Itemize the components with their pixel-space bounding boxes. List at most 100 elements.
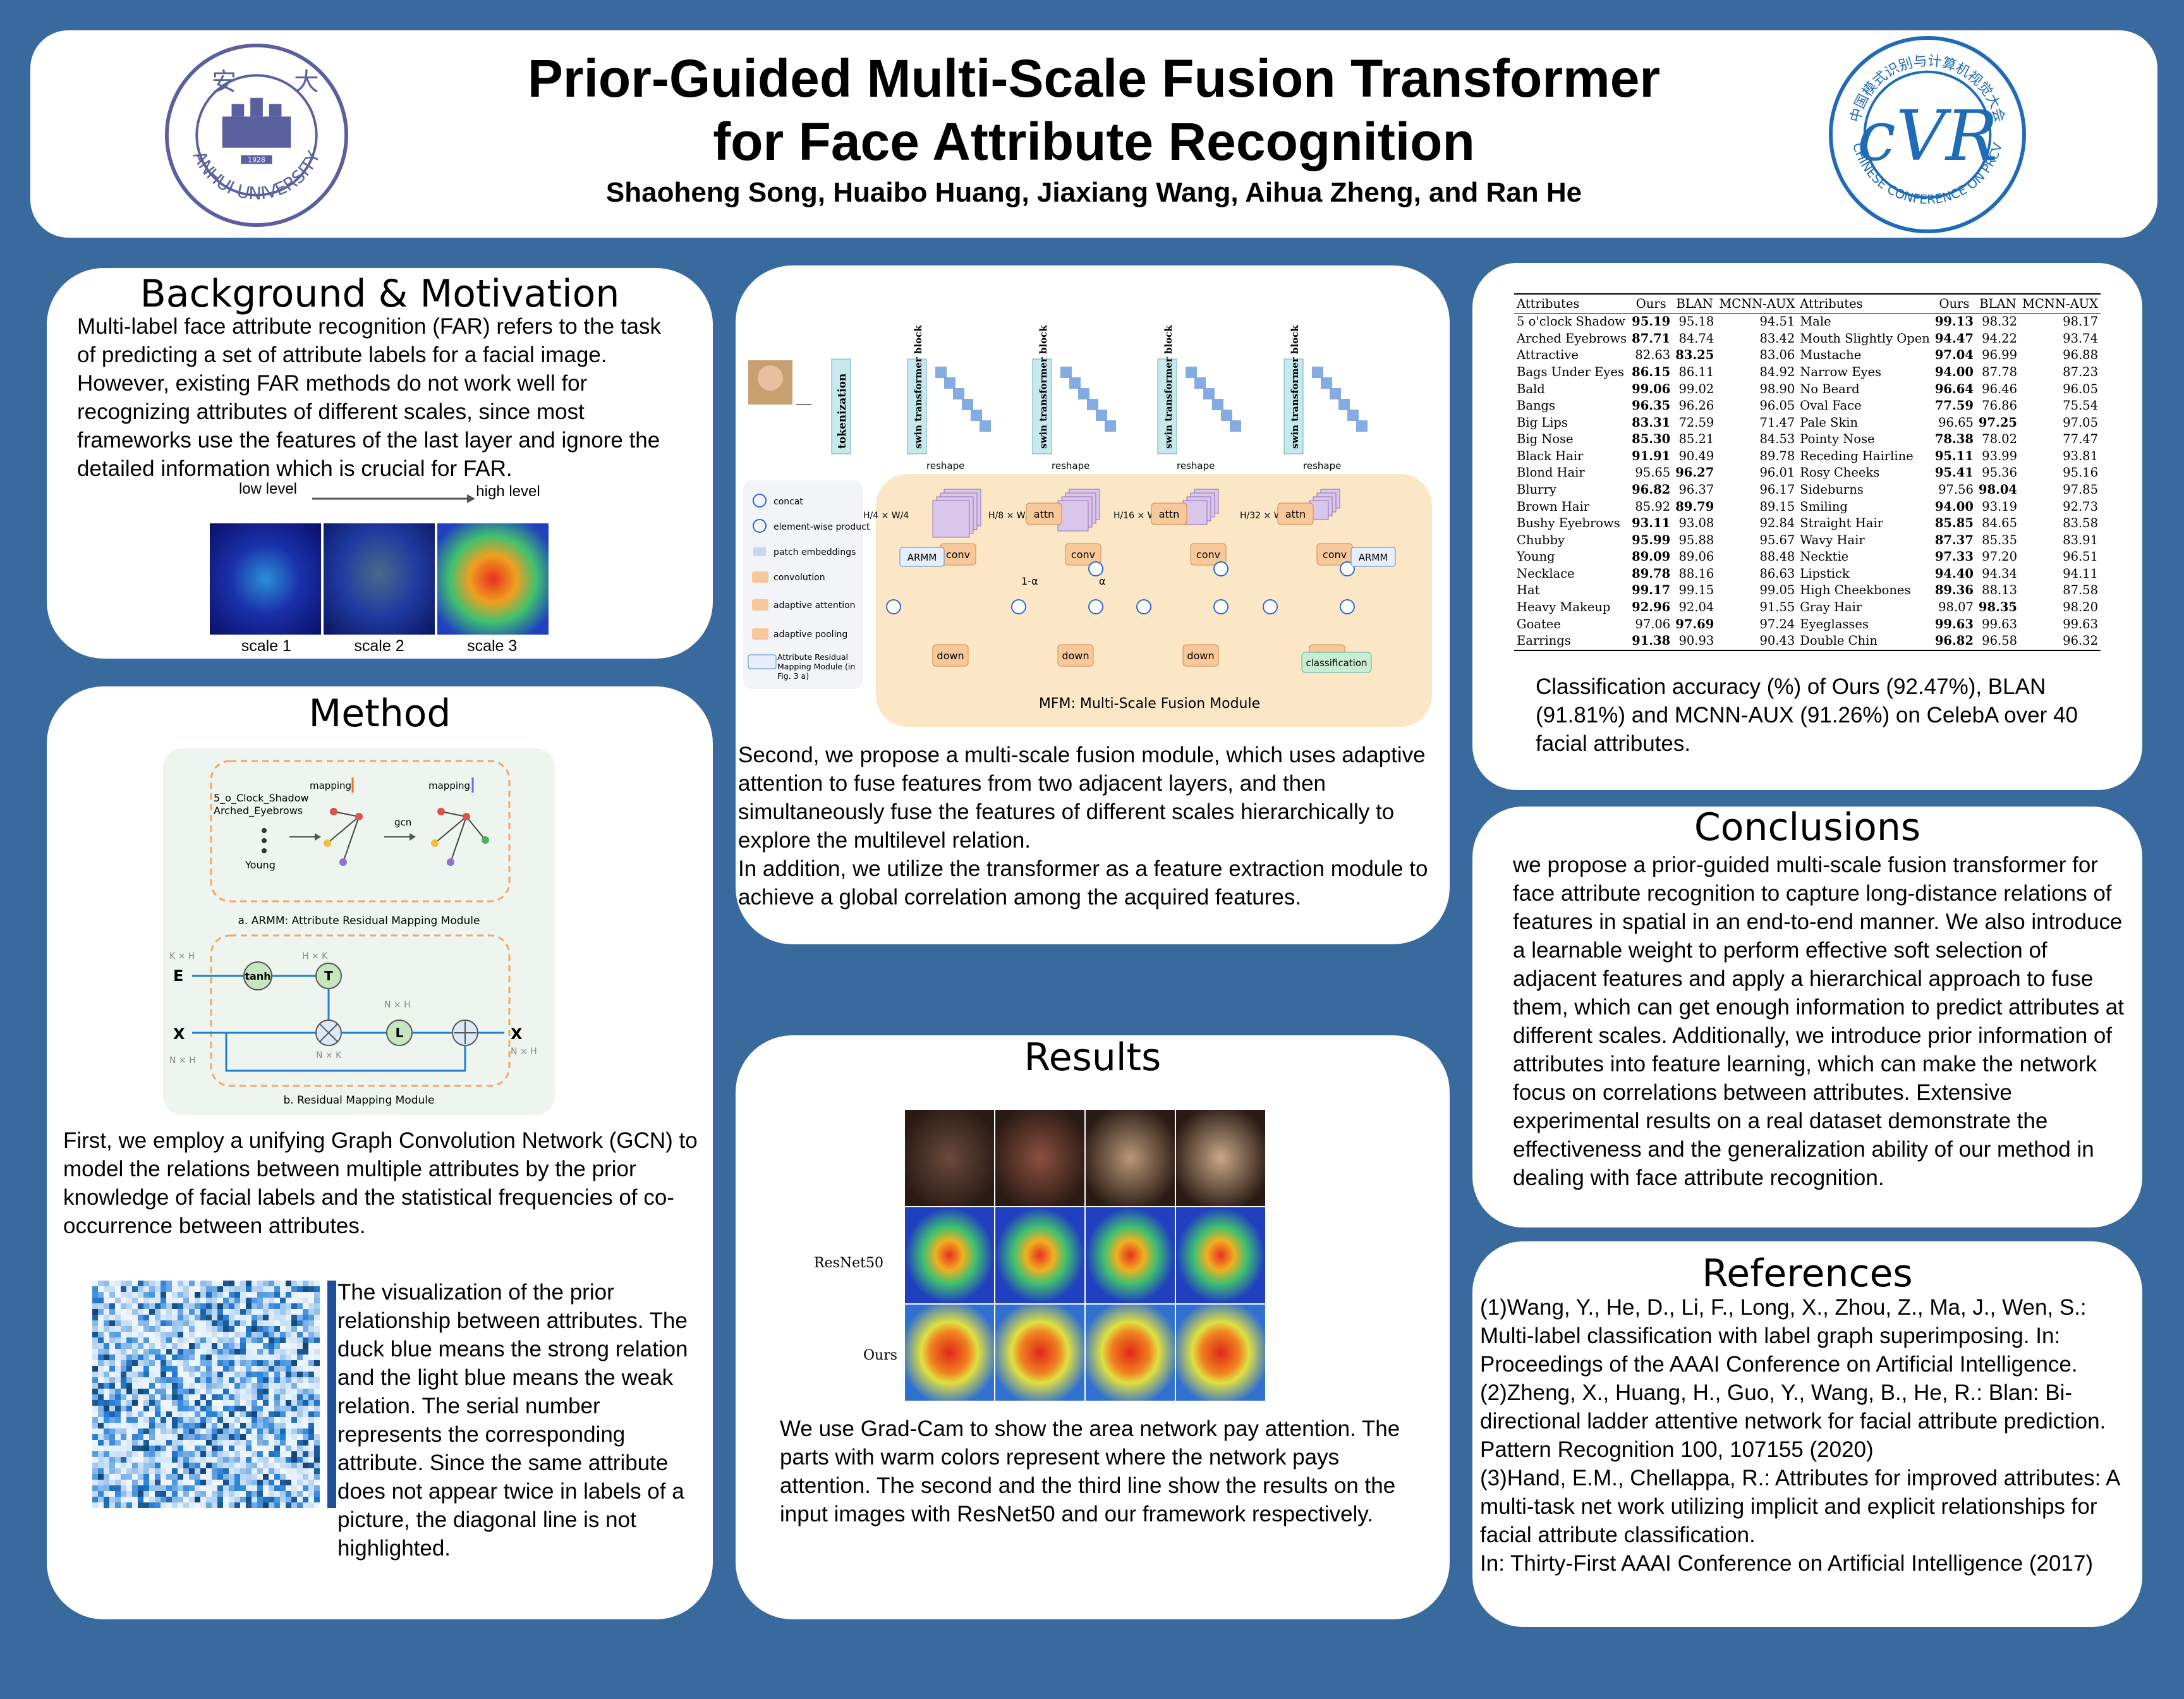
table-cell: 95.67 — [1759, 532, 1795, 547]
table-cell: 83.06 — [1759, 348, 1795, 363]
results-section: Results ResNet50 Ours We use Grad-Cam to… — [736, 1035, 1450, 1619]
table-cell: 96.64 — [1934, 381, 1974, 396]
input-face-image — [1176, 1110, 1265, 1206]
table-cell: 82.63 — [1635, 348, 1671, 363]
row-label-resnet50: ResNet50 — [814, 1255, 883, 1271]
ours-cam-image — [1086, 1305, 1175, 1401]
table-cell: 85.85 — [1934, 516, 1974, 531]
accuracy-table-section: Attributes Ours BLAN MCNN-AUX Attributes Ours… — [1472, 263, 2142, 790]
svg-text:MFM: Multi-Scale Fusion Module: MFM: Multi-Scale Fusion Module — [1039, 696, 1260, 712]
conclusions-section: Conclusions we propose a prior-guided mu… — [1472, 807, 2142, 1227]
table-cell: 95.11 — [1934, 448, 1974, 463]
table-cell: 97.56 — [1938, 482, 1974, 497]
table-cell: Bags Under Eyes — [1517, 364, 1624, 379]
input-face-image — [905, 1110, 994, 1206]
table-cell: Bushy Eyebrows — [1517, 516, 1620, 531]
table-cell: 96.88 — [2063, 348, 2098, 363]
op-label: conv — [1196, 549, 1220, 561]
gradcam-grid — [905, 1110, 1266, 1402]
table-cell: 94.47 — [1934, 331, 1974, 346]
architecture-text: Second, we propose a multi-scale fusion … — [738, 743, 1428, 910]
svg-text:tokenization: tokenization — [836, 374, 849, 449]
svg-text:Young: Young — [245, 859, 276, 871]
background-text: Multi-label face attribute recognition (… — [77, 314, 662, 481]
row-label-ours: Ours — [863, 1348, 898, 1363]
accuracy-table: Attributes Ours BLAN MCNN-AUX Attributes Ours… — [1514, 293, 2101, 651]
method-section: Method 5_o_Clock_Shadow Arched_Eyebrows … — [47, 686, 713, 1619]
table-header: BLAN — [1975, 293, 2020, 314]
table-cell: No Beard — [1800, 381, 1860, 396]
table-cell: 99.17 — [1632, 583, 1671, 598]
table-cell: 84.53 — [1759, 432, 1795, 447]
table-cell: 85.92 — [1635, 499, 1671, 514]
table-cell: Brown Hair — [1517, 499, 1590, 514]
table-row: Hat 99.17 99.15 99.05 High Cheekbones 89.36 88… — [1514, 582, 2101, 599]
table-cell: Young — [1517, 549, 1555, 564]
table-cell: 97.25 — [1978, 415, 2017, 430]
results-title: Results — [1024, 1035, 1162, 1080]
table-header: BLAN — [1673, 293, 1717, 314]
attribute-relation-matrix — [92, 1281, 336, 1508]
svg-text:mapping: mapping — [310, 780, 351, 791]
table-cell: 96.82 — [1632, 482, 1671, 497]
table-cell: 86.15 — [1632, 364, 1671, 379]
heatmap-scale3 — [437, 523, 549, 635]
svg-text:element-wise product: element-wise product — [774, 522, 870, 532]
table-cell: 95.18 — [1678, 314, 1714, 329]
table-cell: Heavy Makeup — [1517, 600, 1611, 615]
table-header: Attributes — [1514, 293, 1630, 314]
reshape-label: reshape — [926, 460, 964, 472]
op-label: attn — [1034, 508, 1055, 520]
table-cell: 75.54 — [2063, 398, 2098, 413]
svg-text:1-α: 1-α — [1021, 575, 1038, 587]
scale-dim-label: H/4 × W/4 — [863, 511, 909, 521]
reshape-label: reshape — [1177, 460, 1215, 472]
table-cell: 93.11 — [1632, 516, 1671, 531]
armm-diagram: 5_o_Clock_Shadow Arched_Eyebrows Young m… — [169, 760, 537, 1107]
table-cell: 83.91 — [2063, 532, 2098, 547]
table-cell: 97.05 — [2063, 415, 2098, 430]
table-cell: Pale Skin — [1800, 415, 1859, 430]
low-level-label: low level — [238, 480, 298, 497]
table-cell: Narrow Eyes — [1800, 364, 1882, 379]
table-cell: 99.06 — [1632, 381, 1671, 396]
scale2-label: scale 2 — [354, 637, 404, 655]
table-cell: 95.99 — [1632, 532, 1671, 547]
svg-text:ARMM: ARMM — [907, 552, 937, 563]
table-cell: 94.22 — [1982, 331, 2017, 346]
table-cell: Male — [1800, 314, 1831, 329]
references-title: References — [1702, 1251, 1913, 1296]
svg-text:ARMM: ARMM — [1359, 552, 1388, 563]
table-cell: 90.49 — [1678, 448, 1714, 463]
poster-title-line2: for Face Attribute Recognition — [713, 112, 1475, 171]
table-cell: Necklace — [1517, 566, 1575, 581]
table-cell: Eyeglasses — [1800, 616, 1869, 631]
svg-text:N × H: N × H — [511, 1047, 537, 1057]
table-cell: Straight Hair — [1800, 516, 1883, 531]
table-cell: 98.32 — [1982, 314, 2017, 329]
table-row: Big Nose 85.30 85.21 84.53 Pointy Nose 78.38 7… — [1514, 431, 2101, 448]
table-cell: 96.27 — [1675, 465, 1714, 480]
table-cell: 96.26 — [1678, 398, 1714, 413]
svg-text:大: 大 — [294, 68, 318, 97]
table-cell: 88.48 — [1759, 549, 1795, 564]
table-cell: Double Chin — [1797, 632, 1932, 651]
table-row: 5 o'clock Shadow 95.19 95.18 94.51 Male 99.13… — [1514, 314, 2101, 331]
heatmap-scale1 — [210, 523, 321, 635]
swin-block-label: swin transformer block — [1038, 325, 1049, 449]
table-cell: Hat — [1517, 583, 1540, 598]
table-cell: 84.74 — [1678, 331, 1714, 346]
table-row: Bangs 96.35 96.26 96.05 Oval Face 77.59 76.86 7… — [1514, 398, 2101, 415]
table-row: Goatee 97.06 97.69 97.24 Eyeglasses 99.63 99.6… — [1514, 616, 2101, 633]
table-cell: 96.01 — [1759, 465, 1795, 480]
table-cell: 83.31 — [1632, 415, 1671, 430]
table-row: Bushy Eyebrows 93.11 93.08 92.84 Straight Ha… — [1514, 515, 2101, 532]
poster-authors: Shaoheng Song, Huaibo Huang, Jiaxiang Wa… — [605, 177, 1582, 208]
table-cell: 97.24 — [1759, 616, 1795, 631]
table-cell: 89.36 — [1934, 583, 1974, 598]
table-cell: 77.59 — [1934, 398, 1974, 413]
swin-block-label: swin transformer block — [1289, 325, 1301, 449]
scale3-label: scale 3 — [467, 637, 518, 655]
method-text-gcn: First, we employ a unifying Graph Convol… — [63, 1128, 698, 1238]
table-cell: 83.42 — [1759, 331, 1795, 346]
